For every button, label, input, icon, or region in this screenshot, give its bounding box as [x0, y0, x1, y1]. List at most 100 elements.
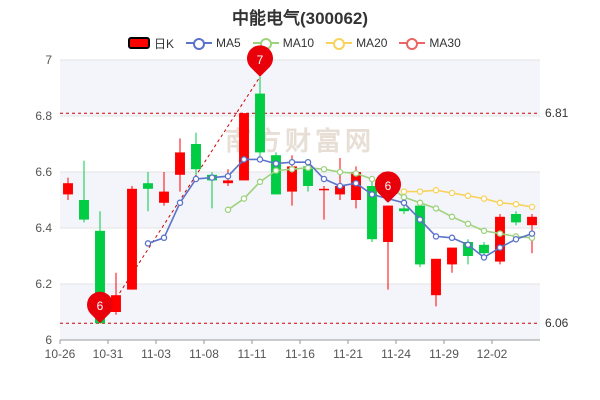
candle-body: [335, 186, 345, 195]
x-tick-label: 11-16: [285, 347, 315, 361]
candle-body: [127, 188, 137, 290]
candle-body: [367, 186, 377, 240]
ma5-point: [512, 235, 520, 243]
legend-item-dayk[interactable]: 日K: [128, 35, 174, 52]
legend-item-ma20[interactable]: MA20: [326, 36, 387, 50]
ma20-point: [464, 192, 472, 200]
candle: [415, 200, 425, 268]
candle: [447, 247, 457, 273]
legend-label-dayk: 日K: [154, 36, 175, 51]
ma10-point: [496, 230, 504, 237]
legend: 日K MA5 MA10 MA20 MA30: [128, 35, 473, 51]
ma10-point: [448, 213, 456, 221]
ma5-point: [320, 175, 328, 183]
marker-label: 6: [385, 179, 392, 193]
ma5-point: [528, 230, 536, 237]
candle-body: [479, 244, 489, 254]
legend-swatch-ma30: [399, 37, 426, 50]
candle-body: [95, 230, 105, 324]
ma10-point: [432, 205, 440, 212]
candle: [511, 211, 521, 226]
y-tick-label: 7: [45, 53, 52, 67]
x-tick-label: 12-02: [477, 347, 508, 361]
candle: [63, 177, 73, 200]
ma5-point: [448, 234, 456, 242]
marker-pin: 6: [87, 291, 114, 324]
marker-shape: [246, 45, 273, 77]
legend-label-ma5: MA5: [216, 36, 241, 50]
x-tick-label: 11-24: [381, 347, 411, 361]
reference-label: 6.06: [545, 316, 569, 330]
candle: [127, 186, 137, 290]
ma20-point: [432, 186, 440, 194]
ma5-point: [336, 182, 344, 190]
candle-body: [159, 191, 169, 203]
candle-body: [303, 166, 313, 186]
ma10-point: [272, 167, 280, 174]
candle-body: [239, 113, 249, 181]
candle-body: [287, 166, 297, 192]
ma5-point: [256, 156, 264, 163]
ma5-point: [272, 160, 280, 167]
candle-body: [223, 180, 233, 184]
marker-pin: 7: [246, 45, 273, 77]
ma20-point: [448, 189, 456, 197]
candle: [335, 158, 345, 200]
candle-body: [271, 155, 281, 195]
reference-lines: 6.81 6.06: [60, 106, 569, 330]
ma5-point: [144, 240, 152, 247]
legend-swatch-ma20: [326, 37, 353, 50]
ma10-point: [368, 175, 376, 183]
plot-band: [60, 60, 540, 116]
candle: [431, 258, 441, 307]
candle-body: [175, 152, 185, 175]
candle-body: [143, 183, 153, 189]
ma10-point: [464, 220, 472, 228]
ma10-point: [320, 165, 328, 173]
legend-item-ma5[interactable]: MA5: [186, 36, 241, 50]
candle-body: [511, 214, 521, 223]
marker-shape: [375, 171, 401, 203]
ma5-point: [208, 174, 216, 181]
ma20-point: [528, 203, 536, 211]
ma5-point: [400, 199, 408, 207]
x-tick-labels: 10-26 10-31 11-03 11-08 11-11 11-16 11-21 11-24…: [45, 340, 508, 361]
x-tick-label: 11-03: [141, 347, 171, 361]
ma10-point: [288, 165, 296, 173]
candle: [383, 205, 393, 290]
candle: [143, 172, 153, 212]
ma5-point: [288, 158, 296, 166]
ma5-point: [352, 179, 360, 187]
candle: [79, 160, 89, 223]
chart-title: 中能电气(300062): [231, 9, 369, 28]
ma5-point: [240, 156, 248, 163]
candle: [319, 186, 329, 220]
candle-body: [431, 258, 441, 296]
ma10-point: [304, 164, 312, 172]
ma10-point: [336, 168, 344, 176]
candle-body: [111, 295, 121, 312]
marker-label: 7: [257, 53, 264, 67]
markers: 6 7 6: [87, 45, 401, 324]
candle-body: [191, 144, 201, 170]
ma20-series: [400, 186, 536, 211]
y-tick-label: 6: [45, 333, 52, 347]
ma5-point: [416, 216, 424, 223]
candle-body: [527, 216, 537, 226]
ma5-point: [480, 254, 488, 261]
ma5-point: [304, 158, 312, 166]
x-tick-label: 10-26: [45, 347, 76, 361]
ma20-point: [512, 200, 520, 208]
candle-body: [319, 188, 329, 191]
y-tick-label: 6.4: [35, 221, 52, 235]
x-tick-label: 11-11: [238, 347, 267, 361]
marker-shape: [87, 291, 114, 324]
legend-item-ma30[interactable]: MA30: [399, 36, 461, 50]
ma10-point: [352, 170, 360, 177]
legend-label-ma20: MA20: [356, 36, 388, 50]
candle-body: [415, 205, 425, 265]
legend-swatch-dayk: [128, 37, 150, 49]
marker-pin: 6: [375, 171, 401, 203]
y-tick-label: 6.6: [35, 165, 52, 179]
